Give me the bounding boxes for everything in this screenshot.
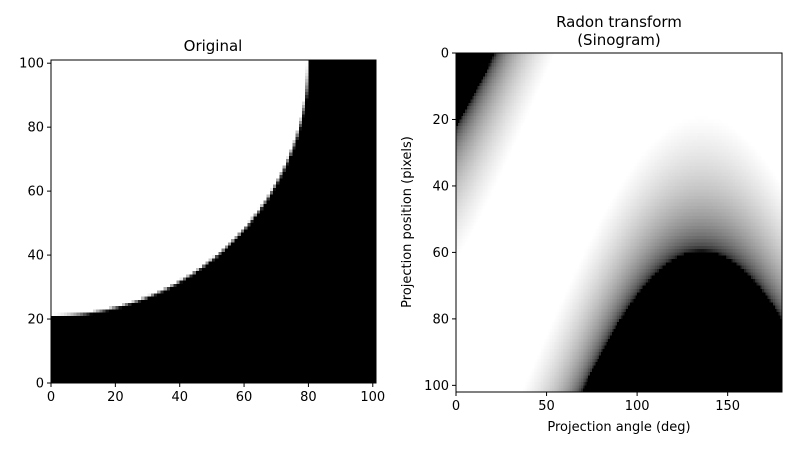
sinogram-y-axis-label: Projection position (pixels) (400, 136, 415, 308)
original-plot-frame (50, 59, 377, 384)
original-y-tick-label: 100 (19, 57, 44, 72)
sinogram-x-tick-label: 100 (625, 399, 650, 414)
sinogram-panel: Radon transform (Sinogram) 0 50 100 150 0 20… (400, 13, 783, 435)
sinogram-y-axis: 0 20 40 60 80 100 (424, 47, 456, 394)
sinogram-x-axis-label: Projection angle (deg) (547, 420, 690, 435)
sinogram-x-tick-label: 50 (538, 399, 555, 414)
original-x-tick-label: 60 (236, 390, 253, 405)
sinogram-x-tick-label: 150 (715, 399, 740, 414)
sinogram-y-tick-label: 100 (424, 379, 449, 394)
original-x-tick-label: 40 (171, 390, 188, 405)
original-y-axis: 0 20 40 60 80 100 (19, 57, 51, 392)
sinogram-plot-frame (455, 52, 783, 393)
sinogram-y-tick-label: 20 (432, 113, 449, 128)
sinogram-y-tick-label: 40 (432, 179, 449, 194)
original-x-tick-label: 80 (300, 390, 317, 405)
original-y-tick-label: 60 (27, 185, 44, 200)
sinogram-x-tick-label: 0 (452, 399, 460, 414)
original-x-tick-label: 100 (360, 390, 385, 405)
original-x-tick-label: 0 (47, 390, 55, 405)
sinogram-title-line-1: Radon transform (556, 13, 682, 31)
original-x-tick-label: 20 (107, 390, 124, 405)
sinogram-image (456, 53, 782, 392)
original-y-tick-label: 40 (27, 249, 44, 264)
original-panel: Original 0 20 40 60 80 100 0 20 40 60 80 100 (19, 37, 385, 405)
original-y-tick-label: 80 (27, 121, 44, 136)
original-y-tick-label: 0 (36, 377, 44, 392)
original-y-tick-label: 20 (27, 313, 44, 328)
sinogram-y-tick-label: 80 (432, 312, 449, 327)
original-x-axis: 0 20 40 60 80 100 (47, 383, 385, 405)
sinogram-y-tick-label: 60 (432, 246, 449, 261)
sinogram-title-line-2: (Sinogram) (577, 31, 661, 49)
original-image (51, 60, 376, 383)
sinogram-y-tick-label: 0 (441, 47, 449, 62)
sinogram-x-axis: 0 50 100 150 (452, 392, 740, 414)
original-title: Original (184, 37, 243, 55)
